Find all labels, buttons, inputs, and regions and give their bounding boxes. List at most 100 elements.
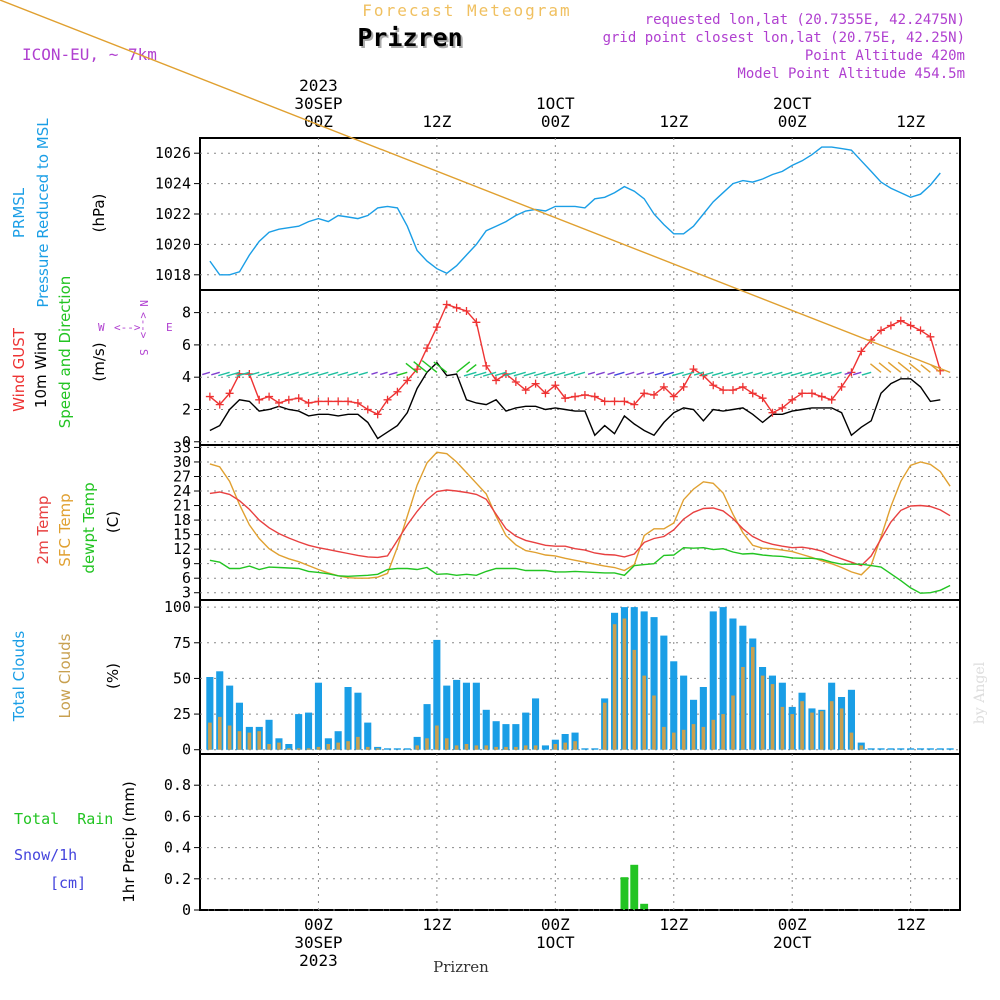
low-cloud-bar	[800, 701, 804, 750]
top-date-label: 1OCT	[536, 94, 575, 113]
y-tick-label: 12	[173, 540, 191, 558]
wind-direction-arrow	[298, 371, 309, 376]
low-cloud-bar	[681, 729, 686, 750]
low-cloud-bar	[622, 618, 627, 750]
wind-axis-labels: Wind GUST 10m Wind Speed and Direction (…	[10, 276, 173, 429]
gust-marker	[225, 389, 234, 398]
wind-direction-arrow	[266, 371, 280, 377]
wind-direction-arrow	[701, 371, 714, 377]
rain-bar	[640, 903, 649, 910]
gust-marker	[768, 408, 777, 417]
wind-direction-arrow	[625, 371, 635, 376]
wind-direction-arrow	[466, 363, 477, 373]
gust-marker	[521, 386, 530, 395]
total-cloud-bar	[403, 748, 411, 750]
low-cloud-bar	[770, 684, 775, 750]
total-cloud-bar	[729, 618, 737, 750]
y-tick-label: 4	[182, 368, 191, 386]
chart-title: Forecast Meteogram	[362, 1, 571, 20]
y-tick-label: 1018	[155, 266, 191, 284]
wind-direction-arrow	[504, 371, 517, 377]
wind-direction-arrow	[636, 371, 645, 376]
wind-direction-arrow	[248, 371, 260, 377]
wind-direction-arrow	[869, 363, 882, 373]
gust-marker	[788, 395, 797, 404]
y-tick-label: 6	[182, 336, 191, 354]
wind-speed-dir-label: Speed and Direction	[56, 276, 74, 429]
total-clouds-label: Total Clouds	[10, 631, 28, 723]
wind-direction-arrow	[810, 371, 823, 377]
gust-marker	[798, 389, 807, 398]
low-cloud-bar	[247, 732, 252, 750]
y-tick-label: 30	[173, 453, 191, 471]
low-cloud-bar	[287, 748, 291, 750]
gust-marker	[284, 395, 293, 404]
low-cloud-bar	[445, 738, 449, 750]
wind-direction-arrow	[790, 371, 803, 377]
bottom-time-label: 00Z	[304, 915, 333, 934]
y-tick-label: 0.8	[164, 776, 191, 794]
total-cloud-bar	[344, 687, 352, 750]
wind-direction-arrow	[433, 361, 448, 373]
total-cloud-bar	[670, 661, 678, 750]
bottom-date-label: 2OCT	[773, 933, 812, 952]
gust-marker	[551, 381, 560, 390]
wind-direction-arrow	[920, 364, 931, 373]
gust-marker	[561, 394, 570, 403]
gust-marker	[363, 405, 372, 414]
panel-frame	[199, 444, 961, 601]
total-cloud-bar	[354, 692, 362, 750]
wind-direction-arrow	[358, 371, 368, 376]
y-tick-label: 1022	[155, 205, 191, 223]
wind-direction-arrow	[218, 371, 230, 377]
gust-marker	[344, 397, 353, 406]
low-cloud-bar	[464, 744, 469, 750]
total-cloud-bar	[699, 687, 707, 750]
total-cloud-bar	[897, 748, 905, 750]
panel-precip: 0 0.2 0.4 0.6 0.8	[164, 753, 961, 919]
gust-marker	[334, 397, 343, 406]
low-cloud-bar	[454, 745, 459, 750]
percent-label: (%)	[104, 663, 122, 689]
low-cloud-bar	[375, 748, 380, 750]
low-cloud-bar	[839, 708, 844, 750]
gust-marker	[492, 376, 501, 385]
wind-direction-arrow	[456, 361, 471, 373]
wind-direction-arrow	[202, 371, 211, 376]
low-cloud-bar	[346, 741, 350, 750]
low-cloud-bar	[336, 742, 340, 750]
low-cloud-bar	[662, 726, 666, 750]
wind-direction-arrow	[587, 371, 596, 375]
y-tick-label: 1024	[155, 175, 191, 193]
gust-marker	[630, 400, 639, 409]
wind-direction-arrow	[317, 371, 329, 377]
gust-marker	[650, 390, 659, 399]
bottom-year-label: 2023	[299, 951, 338, 970]
y-tick-label: 0	[182, 433, 191, 451]
y-tick-label: 33	[173, 438, 191, 456]
low-cloud-bar	[277, 742, 281, 750]
compass-vertical-arrow: <-->	[137, 312, 150, 339]
wind-direction-arrow	[211, 371, 220, 376]
wind-direction-arrow	[731, 371, 744, 377]
wind-direction-arrow	[371, 371, 378, 375]
gust-marker	[877, 326, 886, 335]
model-label: ICON-EU, ~ 7km	[22, 45, 157, 64]
gust-marker	[205, 392, 214, 401]
rain-bar	[620, 877, 629, 910]
wind-direction-arrow	[753, 371, 763, 376]
total-cloud-bar	[887, 748, 895, 750]
y-tick-label: 6	[182, 569, 191, 587]
gust-marker	[383, 395, 392, 404]
wind-direction-arrow	[396, 371, 408, 377]
y-tick-label: 21	[173, 497, 191, 515]
gust-marker	[462, 306, 471, 315]
compass-west: W	[98, 321, 105, 334]
total-cloud-bar	[472, 682, 480, 750]
bottom-time-label: 12Z	[422, 915, 451, 934]
low-cloud-bar	[701, 726, 706, 750]
y-tick-label: 25	[173, 705, 191, 723]
low-cloud-bar	[484, 745, 489, 750]
low-cloud-bar	[741, 667, 745, 750]
